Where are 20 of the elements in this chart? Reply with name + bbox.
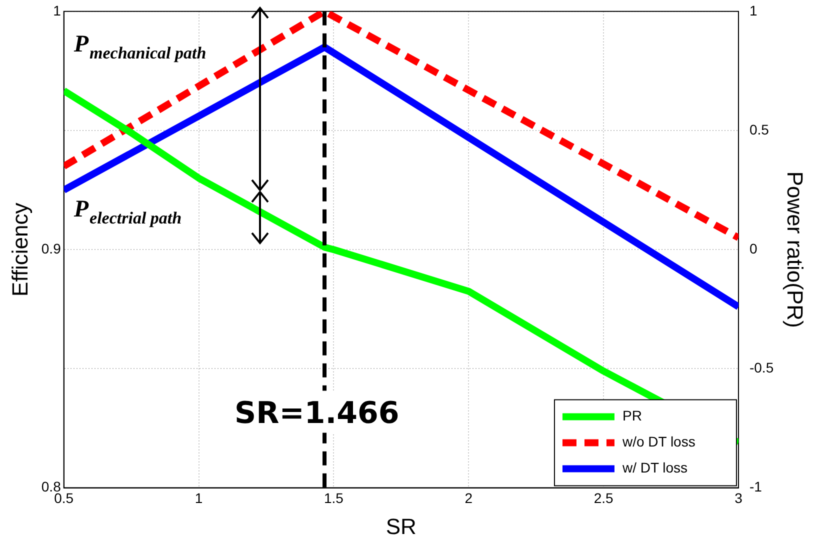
- y2-tick-label: 0: [749, 240, 758, 256]
- x-axis-title: SR: [386, 514, 416, 539]
- x-tick-label: 2: [464, 490, 473, 506]
- legend-label: PR: [622, 408, 642, 424]
- y-axis-title: Efficiency: [7, 202, 32, 296]
- x-tick-label: 1: [194, 490, 203, 506]
- y2-tick-label: 0.5: [749, 121, 770, 138]
- y2-axis-title: Power ratio(PR): [782, 171, 808, 328]
- y2-tick-label: -1: [749, 478, 762, 495]
- x-tick-label: 3: [734, 490, 743, 506]
- legend-label: w/o DT loss: [621, 434, 696, 450]
- x-tick-label: 0.5: [54, 490, 74, 506]
- ref-line-label: SR=1.466: [234, 396, 400, 431]
- y-tick-label: 0.9: [41, 240, 62, 256]
- y-tick-label: 1: [53, 2, 62, 18]
- legend-label: w/ DT loss: [621, 460, 688, 476]
- x-tick-label: 1.5: [324, 490, 344, 506]
- y2-tick-label: 1: [749, 2, 758, 18]
- x-tick-label: 2.5: [594, 490, 614, 506]
- y2-tick-label: -0.5: [749, 360, 774, 376]
